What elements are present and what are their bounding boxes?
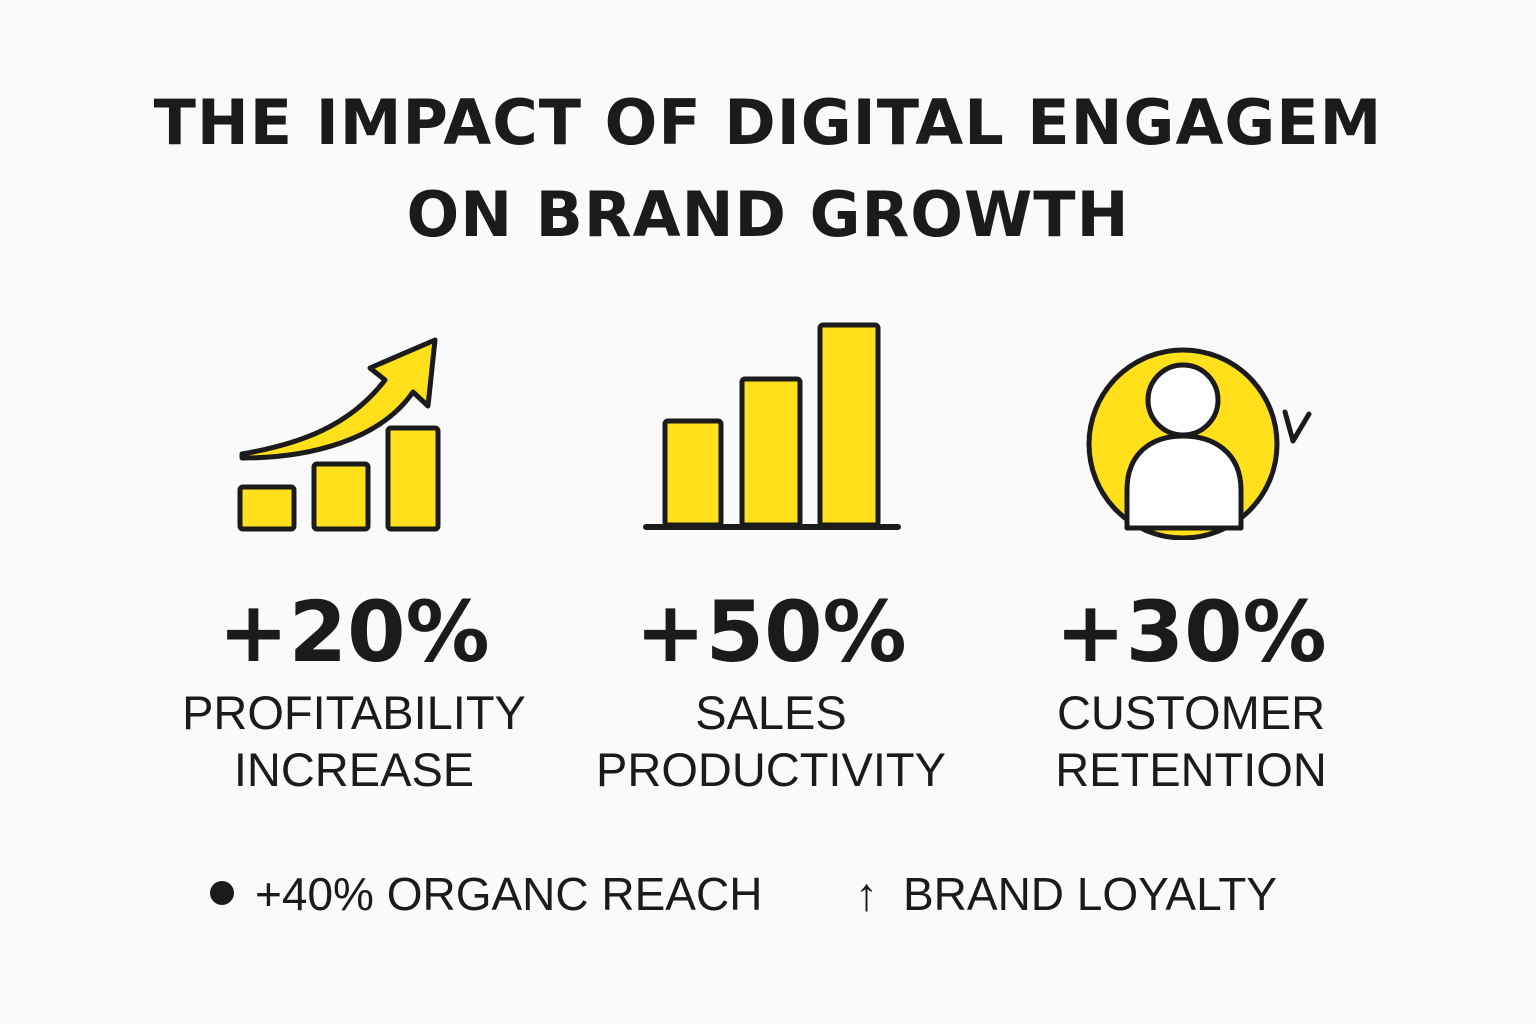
user-cycle-icon bbox=[1086, 347, 1312, 540]
sales-productivity-label-line-2: PRODUCTIVITY bbox=[596, 743, 946, 796]
organic-reach-text: +40% ORGANC REACH bbox=[255, 868, 763, 920]
profitability-value: +20% bbox=[218, 583, 490, 681]
bullet-icon bbox=[210, 881, 234, 905]
up-arrow-icon: ↑ bbox=[855, 868, 878, 920]
brand-loyalty-text: BRAND LOYALTY bbox=[903, 868, 1278, 920]
profitability-label-line-2: INCREASE bbox=[233, 743, 475, 796]
profitability-label-line-1: PROFITABILITY bbox=[182, 686, 526, 739]
sales-productivity-value: +50% bbox=[635, 583, 907, 681]
page-title-line-2: ON BRAND GROWTH bbox=[406, 178, 1130, 251]
customer-retention-value: +30% bbox=[1055, 583, 1327, 681]
page-title-line-1: THE IMPACT OF DIGITAL ENGAGEM bbox=[153, 86, 1383, 159]
customer-retention-label-line-1: CUSTOMER bbox=[1056, 686, 1326, 739]
sales-productivity-label-line-1: SALES bbox=[695, 686, 847, 739]
customer-retention-label-line-2: RETENTION bbox=[1055, 743, 1327, 796]
bar-chart-icon bbox=[643, 322, 901, 530]
rising-bars-arrow-icon bbox=[237, 337, 441, 532]
